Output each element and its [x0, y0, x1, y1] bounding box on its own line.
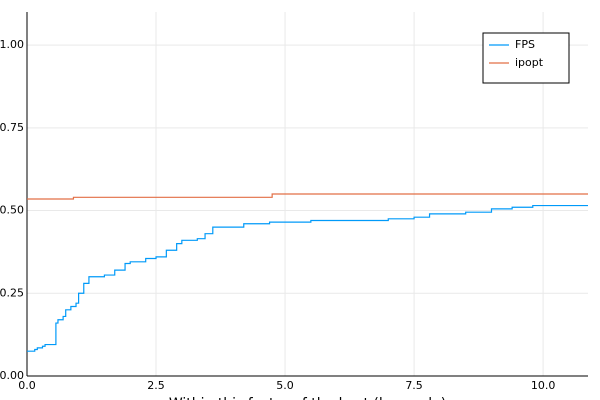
- y-tick-label: 0.75: [0, 121, 24, 134]
- legend-label: ipopt: [515, 56, 544, 69]
- x-tick-label: 7.5: [405, 379, 423, 392]
- y-tick-label: 0.25: [0, 286, 24, 299]
- series-line: [27, 204, 588, 352]
- y-tick-label: 0.50: [0, 204, 24, 217]
- legend-label: FPS: [515, 38, 535, 51]
- x-tick-label: 5.0: [276, 379, 294, 392]
- series-line: [27, 193, 588, 200]
- legend-box: [482, 32, 570, 84]
- x-tick-label: 10.0: [531, 379, 556, 392]
- x-axis-label: Within this factor of the best (log scal…: [169, 396, 446, 400]
- x-tick-label: 0.0: [18, 379, 36, 392]
- y-tick-label: 0.00: [0, 369, 24, 382]
- x-tick-label: 2.5: [147, 379, 165, 392]
- y-tick-label: 1.00: [0, 38, 24, 51]
